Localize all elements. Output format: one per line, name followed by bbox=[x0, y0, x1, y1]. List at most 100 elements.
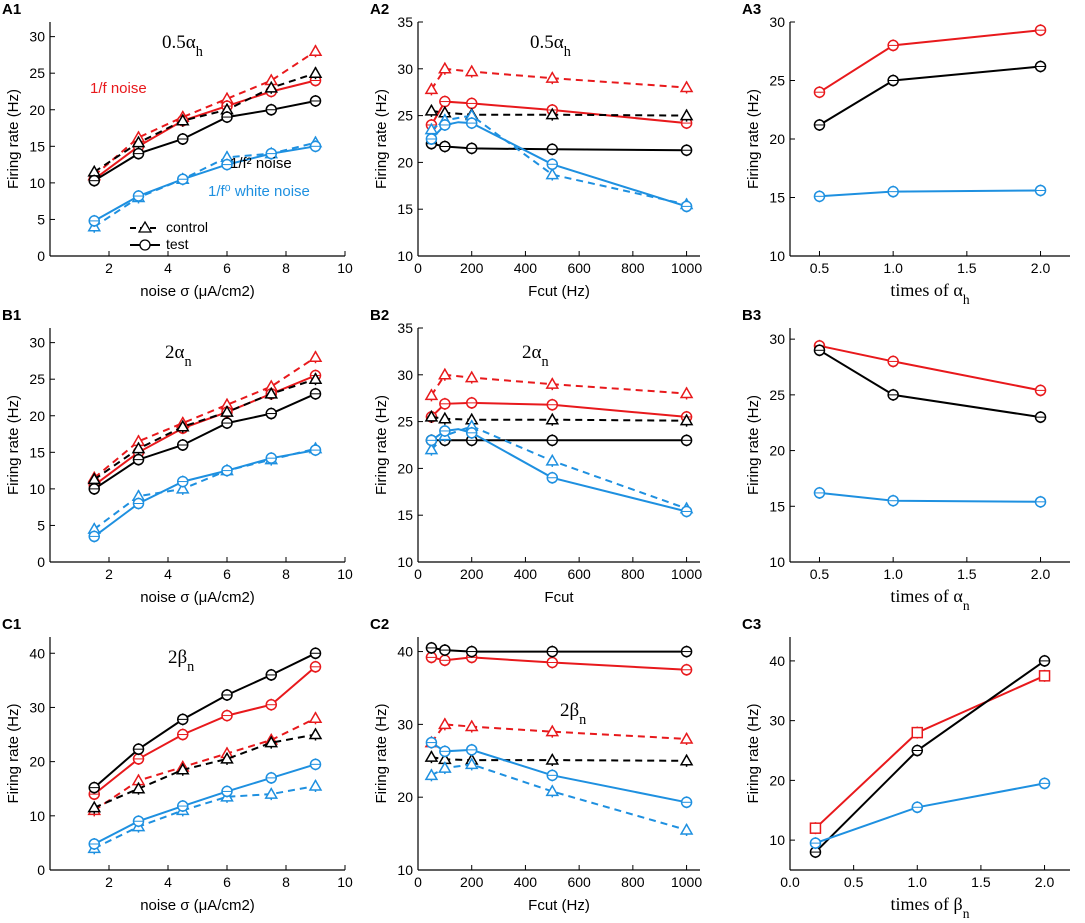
b1-series-1-f2-control-point bbox=[131, 441, 146, 454]
c1-x-tick-label: 6 bbox=[223, 874, 231, 890]
c3-x-axis-label: times of βn bbox=[891, 894, 970, 921]
a3-series-1-f bbox=[813, 24, 1047, 99]
c2-series-1-f-control-point bbox=[438, 717, 452, 730]
b2-series-1-f2-control-point bbox=[545, 412, 560, 425]
b1-series-1-f-test-line bbox=[93, 374, 316, 487]
b1-series-1-f2-control bbox=[87, 372, 323, 486]
b3-x-tick-label: 2.0 bbox=[1031, 566, 1051, 582]
a2-title: 0.5αh bbox=[530, 32, 571, 60]
a1-y-tick-label: 5 bbox=[37, 211, 45, 227]
b2-x-tick-label: 0 bbox=[414, 566, 422, 582]
c1-series-1-f0-control-point bbox=[264, 787, 279, 799]
a2-series-1-f-test bbox=[425, 95, 693, 131]
c2-series-1-f-control-point bbox=[679, 731, 694, 744]
b2-series-1-f0-control bbox=[424, 419, 694, 515]
a1-series-1-f-control-point bbox=[308, 44, 323, 56]
c2-x-tick-label: 1000 bbox=[671, 874, 702, 890]
b2-series-1-f-control-point bbox=[464, 370, 479, 383]
b1-series-1-f2-control-point bbox=[308, 372, 323, 384]
legend-control-label: control bbox=[166, 219, 208, 235]
c1-series-1-f2-control-point bbox=[220, 751, 234, 764]
b3-x-tick-label: 1.5 bbox=[957, 566, 977, 582]
c1-x-tick-label: 8 bbox=[282, 874, 290, 890]
a3-x-tick-label: 0.5 bbox=[810, 260, 830, 276]
c1-y-axis-label: Firing rate (Hz) bbox=[5, 703, 22, 803]
a2-y-tick-label: 35 bbox=[397, 14, 413, 30]
c1-series-1-f0-test-line bbox=[93, 763, 316, 845]
b1-x-tick-label: 10 bbox=[337, 566, 353, 582]
a2-x-tick-label: 600 bbox=[567, 260, 591, 276]
b2-series-1-f-control-point bbox=[438, 367, 452, 380]
panel-a2: 10 15 20 25 30 35 0 200 400 600 800 1000 Fcut (Hz) Fi… bbox=[370, 1, 702, 300]
a1-series-1-f2-control-point bbox=[308, 66, 323, 78]
b3-y-tick-label: 20 bbox=[769, 443, 785, 459]
panel-b2: 10 15 20 25 30 35 0 200 400 600 800 1000 Fcut Firing … bbox=[370, 307, 702, 606]
a2-series-1-f-control-point bbox=[424, 82, 439, 95]
a2-y-tick-label: 30 bbox=[397, 61, 413, 77]
b1-x-tick-label: 6 bbox=[223, 566, 231, 582]
b1-series-1-f2-control-point bbox=[175, 419, 190, 432]
panel-c3: 10 20 30 40 0.0 0.5 1.0 1.5 2.0 times of βn Firing… bbox=[742, 616, 1070, 921]
c3-y-axis-label: Firing rate (Hz) bbox=[745, 703, 762, 803]
c2-x-axis-label: Fcut (Hz) bbox=[528, 897, 590, 914]
legend-test-label: test bbox=[166, 236, 189, 252]
b2-y-tick-label: 15 bbox=[397, 507, 413, 523]
c3-series-1-f-point bbox=[911, 726, 924, 739]
a2-x-tick-label: 800 bbox=[621, 260, 645, 276]
b3-y-tick-label: 15 bbox=[769, 498, 785, 514]
c1-x-axis-label: noise σ (μA/cm2) bbox=[140, 897, 255, 914]
a3-series-1-f0 bbox=[813, 184, 1047, 203]
b1-series-1-f0-control-line bbox=[93, 447, 316, 530]
b1-series-1-f-control-point bbox=[308, 350, 323, 362]
a1-annotation-1-f0-white-noise: 1/f⁰ white noise bbox=[208, 183, 310, 200]
b2-series-1-f2-control-point bbox=[438, 411, 452, 424]
a2-series-1-f-control bbox=[424, 61, 694, 96]
b3-series-1-f0-line bbox=[819, 491, 1041, 503]
c1-x-tick-label: 2 bbox=[105, 874, 113, 890]
b3-panel-label: B3 bbox=[742, 307, 761, 324]
c1-y-tick-label: 10 bbox=[29, 808, 45, 824]
a2-series-1-f-control-point bbox=[464, 64, 479, 77]
panel-b1: 0 5 10 15 20 25 30 2 4 6 8 10 noise σ (μA/cm2) Firing… bbox=[2, 307, 353, 606]
a1-series-1-f2-control-point bbox=[131, 135, 146, 148]
a1-annotation-1-f-noise: 1/f noise bbox=[90, 80, 147, 97]
c2-panel-label: C2 bbox=[370, 616, 389, 633]
a2-series-1-f2-control-point bbox=[679, 108, 694, 121]
a3-y-tick-label: 20 bbox=[769, 131, 785, 147]
a1-series-1-f2-control-point bbox=[264, 80, 279, 93]
c3-y-tick-label: 20 bbox=[769, 772, 785, 788]
a2-series-1-f2-test bbox=[425, 137, 693, 157]
b1-series-1-f2-test-line bbox=[93, 392, 316, 490]
a1-series-1-f2-control-line bbox=[93, 72, 316, 173]
c1-y-tick-label: 30 bbox=[29, 699, 45, 715]
panel-a1: 0 5 10 15 20 25 30 2 4 6 8 10 noise σ (μA/cm2) Firing… bbox=[2, 1, 353, 300]
legend-control-marker bbox=[137, 220, 153, 233]
c1-series-1-f2-control-point bbox=[175, 762, 190, 775]
c1-series-1-f2-test-line bbox=[93, 652, 316, 789]
c2-y-tick-label: 30 bbox=[397, 716, 413, 732]
a1-series-1-f0-control-line bbox=[93, 141, 316, 228]
b1-y-tick-label: 5 bbox=[37, 517, 45, 533]
a1-series-1-f0-test-line bbox=[93, 145, 316, 222]
legend-test-marker bbox=[139, 239, 151, 251]
b1-x-tick-label: 2 bbox=[105, 566, 113, 582]
panel-b3: 10 15 20 25 30 0.5 1.0 1.5 2.0 times of αn Firing … bbox=[742, 307, 1070, 613]
panel-a3: 10 15 20 25 30 0.5 1.0 1.5 2.0 times of αh Firing … bbox=[742, 1, 1070, 307]
c2-series-1-f-control-point bbox=[545, 724, 560, 737]
a2-series-1-f-control-point bbox=[679, 80, 694, 93]
b2-x-tick-label: 200 bbox=[460, 566, 484, 582]
a1-y-tick-label: 0 bbox=[37, 248, 45, 264]
a1-series-1-f2-control-point bbox=[175, 113, 190, 126]
c2-series-1-f0-control-point bbox=[424, 768, 439, 781]
c1-series-1-f0-control-line bbox=[93, 785, 316, 850]
b2-series-1-f-test bbox=[425, 396, 693, 423]
a2-x-tick-label: 400 bbox=[514, 260, 538, 276]
b3-x-tick-label: 1.0 bbox=[883, 566, 903, 582]
b2-series-1-f0-control-point bbox=[424, 442, 439, 455]
a2-x-tick-label: 1000 bbox=[671, 260, 702, 276]
a2-x-tick-label: 200 bbox=[460, 260, 484, 276]
c1-series-1-f-control-point bbox=[308, 711, 323, 724]
b1-series-1-f2-control-line bbox=[93, 378, 316, 481]
c3-y-tick-label: 40 bbox=[769, 653, 785, 669]
b1-title: 2αn bbox=[165, 342, 192, 370]
